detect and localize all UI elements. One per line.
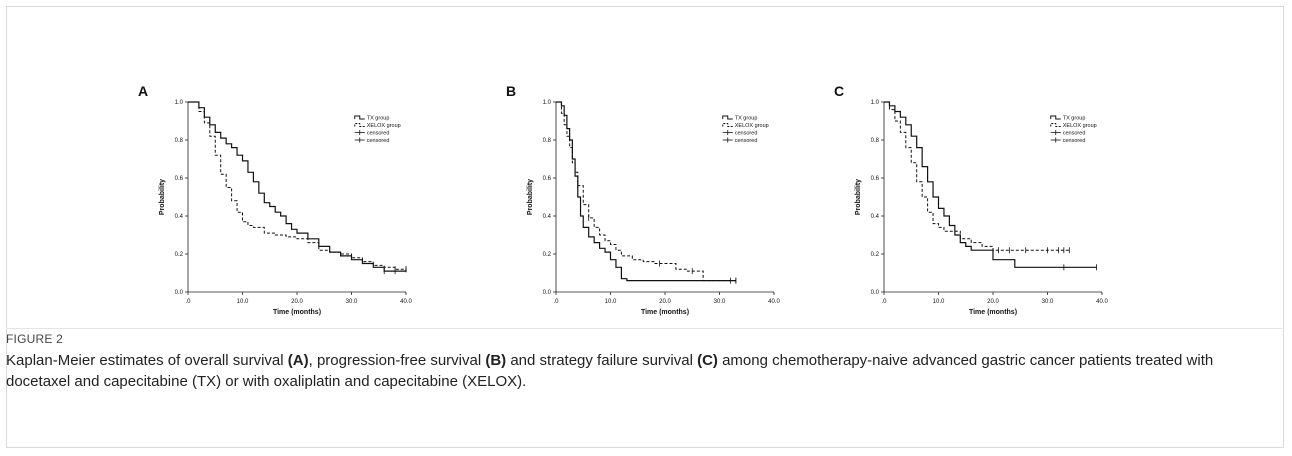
x-tick-label: 10.0 bbox=[605, 299, 617, 305]
legend-swatch-dashed bbox=[1050, 123, 1061, 127]
km-chart-a: A 0.0 0.2 0.4 0.6 0.8 1.0 .0 10.0 20.0 30.0 40.0 Tim… bbox=[138, 83, 412, 316]
legend-swatch-dashed bbox=[722, 123, 733, 127]
x-tick-label: .0 bbox=[185, 299, 191, 305]
legend-label: XELOX group bbox=[1063, 123, 1097, 129]
legend-entry: censored bbox=[722, 130, 758, 137]
series-line-xelox bbox=[556, 101, 736, 282]
legend-entry: TX group bbox=[722, 115, 758, 122]
figure-caption: Kaplan-Meier estimates of overall surviv… bbox=[6, 350, 1276, 392]
x-tick-label: 20.0 bbox=[291, 299, 303, 305]
x-tick-label: 10.0 bbox=[237, 299, 249, 305]
y-axis-label: Probability bbox=[159, 179, 166, 215]
caption-segment: Kaplan-Meier estimates of overall surviv… bbox=[6, 352, 288, 369]
panel-letter: C bbox=[834, 83, 844, 99]
legend-label: censored bbox=[367, 131, 390, 137]
y-tick-label: 0.8 bbox=[871, 138, 880, 144]
caption-divider bbox=[6, 328, 1282, 329]
figure-frame bbox=[6, 6, 1284, 448]
x-tick-label: 30.0 bbox=[1042, 299, 1054, 305]
legend-label: TX group bbox=[367, 116, 390, 122]
legend-entry: censored bbox=[1050, 130, 1086, 137]
panel-c: C 0.0 0.2 0.4 0.6 0.8 1.0 .0 10.0 20.0 30.0 40.0 Tim… bbox=[832, 64, 1200, 322]
legend-label: censored bbox=[735, 138, 758, 144]
series-line-tx bbox=[188, 101, 407, 272]
panel-letter: A bbox=[138, 83, 148, 99]
panel-b: B 0.0 0.2 0.4 0.6 0.8 1.0 .0 10.0 20.0 30.0 40.0 Tim… bbox=[504, 64, 872, 322]
legend-swatch-dashed bbox=[354, 123, 365, 127]
caption-segment: (C) bbox=[697, 352, 718, 369]
y-axis-label: Probability bbox=[855, 179, 862, 215]
y-axis-label: Probability bbox=[527, 179, 534, 215]
x-tick-label: .0 bbox=[553, 299, 559, 305]
x-axis-label: Time (months) bbox=[969, 309, 1017, 316]
legend-entry: XELOX group bbox=[1050, 123, 1097, 129]
legend-label: censored bbox=[735, 131, 758, 137]
y-tick-label: 0.8 bbox=[175, 138, 184, 144]
x-axis-label: Time (months) bbox=[641, 309, 689, 316]
y-tick-label: 0.6 bbox=[175, 176, 184, 182]
y-tick-label: 1.0 bbox=[175, 100, 184, 106]
caption-segment: , progression-free survival bbox=[308, 352, 486, 369]
legend-entry: censored bbox=[354, 137, 390, 144]
y-tick-label: 1.0 bbox=[871, 100, 880, 106]
caption-segment: and strategy failure survival bbox=[506, 352, 698, 369]
x-tick-label: 40.0 bbox=[1096, 299, 1108, 305]
y-tick-label: 0.0 bbox=[871, 290, 880, 296]
legend-label: censored bbox=[367, 138, 390, 144]
figure-label: FIGURE 2 bbox=[6, 332, 63, 346]
legend-label: censored bbox=[1063, 138, 1086, 144]
x-tick-label: 40.0 bbox=[400, 299, 412, 305]
legend-entry: XELOX group bbox=[722, 123, 769, 129]
caption-segment: among chemotherapy-naive advanced gastri… bbox=[6, 352, 1214, 390]
caption-segment: (B) bbox=[485, 352, 507, 369]
legend-entry: censored bbox=[354, 130, 390, 137]
legend-entry: censored bbox=[722, 137, 758, 144]
y-tick-label: 0.0 bbox=[543, 290, 552, 296]
legend-label: XELOX group bbox=[367, 123, 401, 129]
y-tick-label: 0.6 bbox=[543, 176, 552, 182]
legend-entry: TX group bbox=[1050, 115, 1086, 122]
km-chart-c: C 0.0 0.2 0.4 0.6 0.8 1.0 .0 10.0 20.0 30.0 40.0 Tim… bbox=[834, 83, 1108, 316]
x-tick-label: 30.0 bbox=[346, 299, 358, 305]
y-tick-label: 0.4 bbox=[871, 214, 880, 220]
legend-swatch-solid bbox=[722, 115, 733, 120]
x-axis-label: Time (months) bbox=[273, 309, 321, 316]
legend-entry: censored bbox=[1050, 137, 1086, 144]
x-tick-label: 20.0 bbox=[659, 299, 671, 305]
legend-label: XELOX group bbox=[735, 123, 769, 129]
x-tick-label: .0 bbox=[881, 299, 887, 305]
y-tick-label: 0.6 bbox=[871, 176, 880, 182]
y-tick-label: 0.2 bbox=[543, 252, 552, 258]
legend-swatch-solid bbox=[1050, 115, 1061, 120]
legend-label: censored bbox=[1063, 131, 1086, 137]
legend-entry: TX group bbox=[354, 115, 390, 122]
panel-letter: B bbox=[506, 83, 516, 99]
y-tick-label: 0.2 bbox=[871, 252, 880, 258]
km-chart-b: B 0.0 0.2 0.4 0.6 0.8 1.0 .0 10.0 20.0 30.0 40.0 Tim… bbox=[506, 83, 780, 316]
y-tick-label: 0.0 bbox=[175, 290, 184, 296]
legend-label: TX group bbox=[735, 116, 758, 122]
y-tick-label: 0.2 bbox=[175, 252, 184, 258]
x-tick-label: 20.0 bbox=[987, 299, 999, 305]
series-line-tx bbox=[884, 101, 1097, 268]
y-tick-label: 0.4 bbox=[543, 214, 552, 220]
x-tick-label: 10.0 bbox=[933, 299, 945, 305]
x-tick-label: 30.0 bbox=[714, 299, 726, 305]
y-tick-label: 0.8 bbox=[543, 138, 552, 144]
legend-swatch-solid bbox=[354, 115, 365, 120]
y-tick-label: 1.0 bbox=[543, 100, 552, 106]
y-tick-label: 0.4 bbox=[175, 214, 184, 220]
legend-entry: XELOX group bbox=[354, 123, 401, 129]
x-tick-label: 40.0 bbox=[768, 299, 780, 305]
caption-segment: (A) bbox=[287, 352, 309, 369]
legend-label: TX group bbox=[1063, 116, 1086, 122]
series-line-xelox bbox=[188, 101, 406, 270]
panel-a: A 0.0 0.2 0.4 0.6 0.8 1.0 .0 10.0 20.0 30.0 40.0 Tim… bbox=[136, 64, 504, 322]
